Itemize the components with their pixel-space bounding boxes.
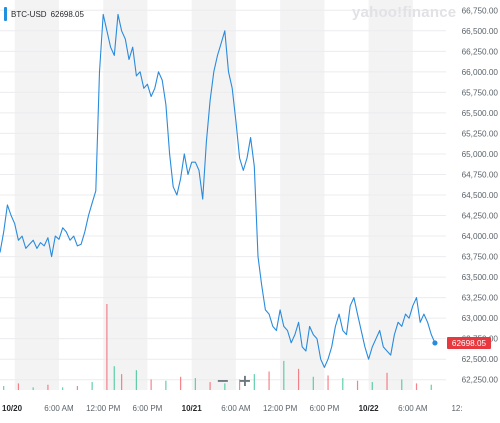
- volume-bar: [62, 387, 64, 390]
- y-tick-label: 65,250.00: [462, 129, 499, 138]
- volume-bar: [17, 383, 20, 390]
- volume-bar: [297, 368, 300, 390]
- x-tick-label: 6:00 AM: [398, 404, 428, 413]
- volume-bar: [283, 360, 285, 390]
- volume-bar: [32, 387, 34, 390]
- symbol-legend[interactable]: BTC-USD 62698.05: [4, 7, 84, 21]
- volume-bar: [415, 383, 418, 390]
- y-tick-label: 63,000.00: [462, 314, 499, 323]
- volume-bar: [121, 374, 123, 390]
- volume-bar: [342, 378, 344, 390]
- y-tick-label: 66,250.00: [462, 47, 499, 56]
- volume-bar: [312, 376, 314, 390]
- legend-symbol: BTC-USD: [11, 9, 47, 19]
- zoom-in-button[interactable]: +: [234, 372, 256, 390]
- volume-bar: [47, 384, 49, 390]
- y-tick-label: 65,500.00: [462, 109, 499, 118]
- y-tick-label: 64,000.00: [462, 232, 499, 241]
- x-tick-label: 10/21: [182, 404, 203, 413]
- volume-bar: [106, 304, 108, 390]
- y-tick-label: 65,000.00: [462, 150, 499, 159]
- price-line-group: [0, 13, 436, 368]
- y-tick-label: 63,250.00: [462, 294, 499, 303]
- y-tick-label: 62,500.00: [462, 355, 499, 364]
- volume-bar: [238, 379, 241, 390]
- y-tick-label: 66,000.00: [462, 68, 499, 77]
- volume-bar: [253, 374, 255, 390]
- gridlines: [0, 9, 446, 381]
- volume-bar: [165, 380, 167, 390]
- y-tick-label: 63,500.00: [462, 273, 499, 282]
- volume-bar: [194, 378, 196, 390]
- volume-bar: [430, 384, 432, 390]
- x-tick-label: 10/20: [2, 404, 23, 413]
- yahoo-finance-logo: yahoo!finance: [352, 4, 457, 21]
- x-tick-label: 10/22: [359, 404, 380, 413]
- x-axis: 10/20 6:00 AM 12:00 PM 6:00 PM 10/21 6:00 AM 1…: [2, 404, 463, 413]
- volume-bar: [371, 382, 373, 390]
- volume-bar: [150, 379, 152, 390]
- x-tick-label: 6:00 AM: [44, 404, 74, 413]
- volume-bar: [401, 379, 403, 390]
- x-tick-label: 12:: [451, 404, 462, 413]
- volume-bar: [386, 372, 388, 390]
- last-price-marker-group: 62698.05: [432, 336, 491, 349]
- volume-bar: [76, 386, 79, 390]
- y-tick-label: 64,750.00: [462, 170, 499, 179]
- zoom-out-button[interactable]: −: [212, 372, 234, 390]
- volume-bar: [224, 383, 226, 390]
- y-tick-label: 65,750.00: [462, 88, 499, 97]
- last-price-badge: [447, 336, 491, 349]
- x-tick-label: 6:00 PM: [309, 404, 339, 413]
- last-price-dot: [432, 340, 438, 346]
- volume-bar: [180, 376, 182, 390]
- x-tick-label: 6:00 AM: [221, 404, 251, 413]
- y-tick-label: 62,250.00: [462, 376, 499, 385]
- zoom-controls: − +: [212, 372, 256, 390]
- y-tick-label: 64,250.00: [462, 212, 499, 221]
- y-tick-label: 66,750.00: [462, 6, 499, 15]
- y-tick-label: 63,750.00: [462, 253, 499, 262]
- volume-bar: [91, 382, 93, 390]
- y-tick-label: 66,500.00: [462, 27, 499, 36]
- volume-bar: [113, 366, 115, 390]
- price-line: [0, 13, 436, 368]
- legend-value: 62698.05: [50, 9, 84, 19]
- x-tick-label: 6:00 PM: [133, 404, 163, 413]
- volume-bar: [356, 380, 359, 390]
- volume-bar: [135, 370, 137, 390]
- legend-color-swatch: [4, 7, 7, 21]
- y-tick-label: 64,500.00: [462, 191, 499, 200]
- volume-bar: [3, 386, 5, 390]
- y-axis: 62,250.0062,500.0062,750.0063,000.0063,2…: [462, 6, 499, 384]
- volume-bars: [3, 304, 432, 390]
- x-tick-label: 12:00 PM: [263, 404, 298, 413]
- volume-bar: [268, 371, 270, 390]
- x-tick-label: 12:00 PM: [86, 404, 121, 413]
- last-price-label: 62698.05: [452, 339, 487, 348]
- volume-bar: [327, 375, 329, 390]
- volume-bar: [209, 382, 211, 390]
